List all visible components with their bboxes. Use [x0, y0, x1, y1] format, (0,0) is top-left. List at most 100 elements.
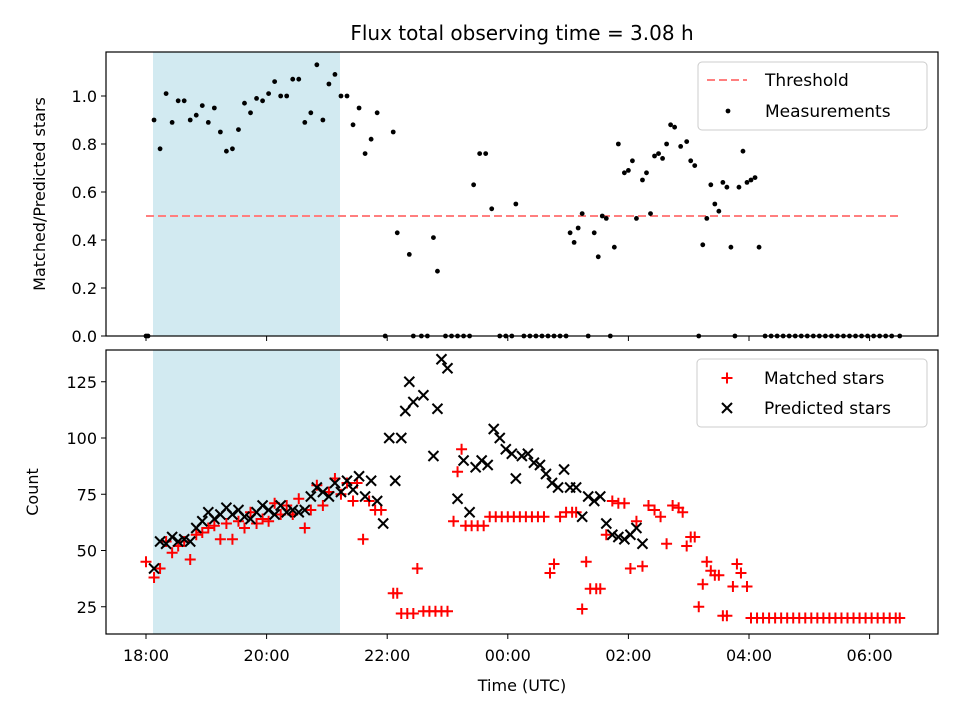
matched-star-marker: [677, 506, 689, 518]
predicted-star-marker: [510, 472, 522, 485]
predicted-star-marker: [287, 504, 299, 516]
matched-star-marker: [202, 522, 214, 534]
bottom-y-axis-label: Count: [23, 468, 42, 516]
bottom-axes-frame: [105, 349, 939, 635]
measurement-point: [181, 98, 187, 104]
top-y-axis-label: Matched/Predicted stars: [30, 97, 49, 291]
predicted-star-marker: [488, 423, 500, 435]
measurement-point: [477, 151, 483, 157]
x-ticks: 18:00 20:00 22:00 00:00 02:00 04:00 06:00: [123, 336, 893, 665]
matched-star-marker: [580, 556, 592, 568]
top-y-tick-label: 0.4: [72, 231, 97, 250]
measurement-point: [320, 117, 326, 123]
matched-star-marker: [544, 567, 556, 579]
predicted-star-marker: [347, 484, 359, 496]
matched-star-marker: [238, 522, 250, 534]
x-tick-label: 00:00: [485, 646, 531, 665]
matched-star-marker: [407, 608, 419, 619]
measurement-point: [567, 230, 573, 236]
matched-star-marker: [655, 511, 667, 523]
measurement-point: [483, 151, 489, 157]
matched-star-marker: [630, 515, 642, 527]
measurement-point: [406, 252, 412, 257]
x-tick-label: 22:00: [364, 646, 410, 665]
measurement-point: [230, 146, 235, 152]
predicted-star-marker: [323, 490, 335, 503]
measurement-point: [489, 206, 495, 212]
measurement-point: [254, 96, 259, 101]
top-y-tick-label: 1.0: [72, 87, 97, 106]
measurement-point: [193, 112, 199, 118]
predicted-star-marker: [359, 490, 371, 503]
legend-threshold-label: Threshold: [764, 71, 849, 91]
matched-star-marker: [600, 529, 612, 541]
measurement-point: [157, 146, 163, 152]
predicted-star-marker: [256, 499, 269, 512]
measurement-point: [678, 144, 684, 149]
measurement-point: [435, 268, 440, 274]
measurement-point: [471, 182, 477, 188]
matched-star-marker: [618, 497, 630, 509]
measurement-point: [272, 79, 278, 84]
measurement-point: [302, 120, 308, 125]
matched-star-marker: [576, 603, 588, 615]
predicted-star-marker: [441, 362, 454, 374]
measurement-point: [664, 141, 669, 147]
measurement-point: [640, 177, 645, 183]
predicted-star-marker: [395, 432, 407, 444]
measurement-point: [199, 103, 205, 108]
matched-star-marker: [411, 563, 423, 574]
legend-matched-label: Matched stars: [764, 369, 884, 389]
matched-star-marker: [263, 515, 275, 527]
predicted-star-marker: [534, 459, 546, 471]
predicted-star-marker: [516, 450, 528, 462]
chart-title: Flux total observing time = 3.08 h: [350, 21, 693, 45]
measurement-point: [326, 81, 332, 87]
predicted-star-marker: [305, 490, 317, 503]
measurement-point: [700, 242, 706, 248]
matched-star-marker: [713, 569, 725, 581]
predicted-star-marker: [552, 481, 564, 494]
measurement-point: [332, 72, 338, 77]
predicted-star-marker: [576, 511, 588, 523]
measurement-point: [236, 127, 241, 132]
predicted-star-marker: [500, 443, 512, 455]
measurement-point: [720, 180, 726, 185]
matched-star-marker: [293, 493, 305, 505]
matched-star-marker: [448, 515, 460, 527]
predicted-star-marker: [435, 353, 448, 365]
predicted-star-marker: [329, 477, 341, 489]
measurement-point: [571, 240, 577, 245]
matched-star-marker: [689, 531, 701, 543]
measurement-point: [169, 120, 175, 125]
bottom-y-tick-label: 100: [66, 429, 97, 448]
top-y-ticks: 0.0 0.2 0.4 0.6 0.8 1.0: [72, 87, 106, 346]
measurement-point: [431, 235, 436, 241]
predicted-star-marker: [417, 389, 430, 401]
top-y-tick-label: 0.0: [72, 327, 97, 346]
measurement-point: [338, 93, 344, 99]
matched-star-marker: [196, 527, 208, 538]
measurement-point: [708, 182, 714, 188]
measurement-point: [692, 163, 698, 169]
top-legend-box: [697, 61, 928, 131]
measurement-point: [266, 91, 272, 96]
predicted-star-marker: [238, 511, 251, 523]
predicted-star-marker: [311, 481, 323, 494]
measurement-point: [224, 148, 229, 154]
matched-star-marker: [160, 536, 172, 547]
measurement-point: [621, 170, 627, 176]
measurement-point: [175, 98, 181, 104]
legend-predicted-label: Predicted stars: [764, 399, 891, 419]
predicted-star-marker: [558, 463, 570, 476]
matched-star-marker: [391, 587, 403, 599]
predicted-star-marker: [481, 459, 494, 471]
matched-star-marker: [731, 558, 743, 570]
matched-star-marker: [184, 554, 196, 565]
matched-star-marker: [341, 477, 353, 489]
legend-matched-swatch: [721, 372, 733, 384]
x-tick-label: 04:00: [726, 646, 772, 665]
measurement-point: [211, 105, 217, 111]
matched-star-marker: [347, 495, 359, 507]
